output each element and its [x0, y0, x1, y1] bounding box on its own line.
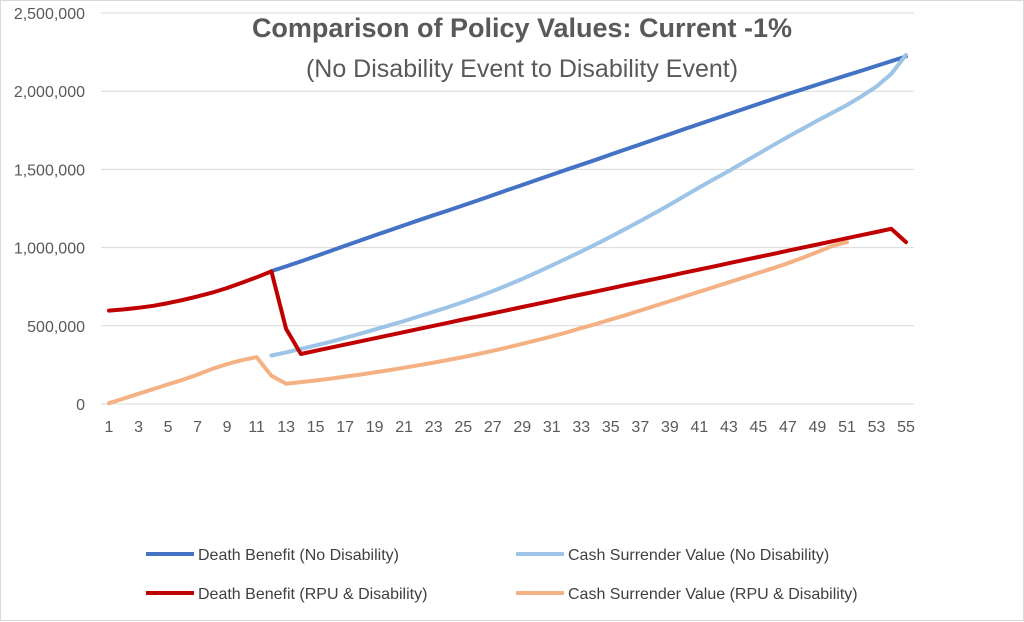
- legend-label: Death Benefit (No Disability): [198, 547, 399, 564]
- y-axis-ticks: 0 500,000 1,000,000 1,500,000 2,000,000 2,500…: [14, 6, 85, 414]
- chart-title: Comparison of Policy Values: Current -1%: [252, 13, 792, 43]
- x-tick-label: 53: [868, 419, 886, 436]
- x-tick-label: 29: [513, 419, 531, 436]
- x-tick-label: 39: [661, 419, 679, 436]
- series-line-3: [107, 226, 908, 356]
- x-tick-label: 31: [543, 419, 561, 436]
- x-tick-label: 17: [336, 419, 354, 436]
- chart-subtitle: (No Disability Event to Disability Event…: [306, 55, 738, 83]
- gridlines: [101, 12, 914, 405]
- x-tick-label: 21: [395, 419, 413, 436]
- x-tick-label: 15: [307, 419, 325, 436]
- x-tick-label: 49: [809, 419, 827, 436]
- x-tick-label: 3: [134, 419, 143, 436]
- x-tick-label: 25: [454, 419, 472, 436]
- y-tick-label: 2,000,000: [14, 84, 85, 101]
- y-tick-label: 0: [76, 397, 85, 414]
- x-tick-label: 33: [572, 419, 590, 436]
- x-tick-label: 37: [631, 419, 649, 436]
- x-tick-label: 11: [248, 419, 265, 436]
- legend: Death Benefit (No Disability) Cash Surren…: [146, 547, 858, 603]
- legend-label: Death Benefit (RPU & Disability): [198, 586, 427, 603]
- x-tick-label: 13: [277, 419, 295, 436]
- x-axis-ticks: 1 3 5 7 9 11 13 15 17 19 21 23 25 27 29 31 33 35 37 39 41 43 4…: [105, 419, 915, 436]
- y-tick-label: 1,000,000: [14, 241, 85, 258]
- x-tick-label: 51: [838, 419, 856, 436]
- x-tick-label: 41: [690, 419, 708, 436]
- series-line-2: [269, 52, 908, 358]
- x-tick-label: 9: [223, 419, 232, 436]
- series-line-1: [269, 54, 908, 274]
- x-tick-label: 43: [720, 419, 738, 436]
- x-tick-label: 55: [897, 419, 915, 436]
- x-tick-label: 1: [105, 419, 114, 436]
- x-tick-label: 5: [164, 419, 173, 436]
- x-tick-label: 47: [779, 419, 797, 436]
- x-tick-label: 45: [750, 419, 768, 436]
- x-tick-label: 35: [602, 419, 620, 436]
- x-tick-label: 19: [366, 419, 384, 436]
- legend-label: Cash Surrender Value (No Disability): [568, 547, 829, 564]
- x-tick-label: 7: [193, 419, 202, 436]
- y-tick-label: 1,500,000: [14, 162, 85, 179]
- series-lines: [107, 52, 908, 406]
- legend-label: Cash Surrender Value (RPU & Disability): [568, 586, 858, 603]
- series-line-4: [107, 240, 849, 406]
- x-tick-label: 23: [425, 419, 443, 436]
- y-tick-label: 500,000: [27, 319, 85, 336]
- x-tick-label: 27: [484, 419, 502, 436]
- y-tick-label: 2,500,000: [14, 6, 85, 23]
